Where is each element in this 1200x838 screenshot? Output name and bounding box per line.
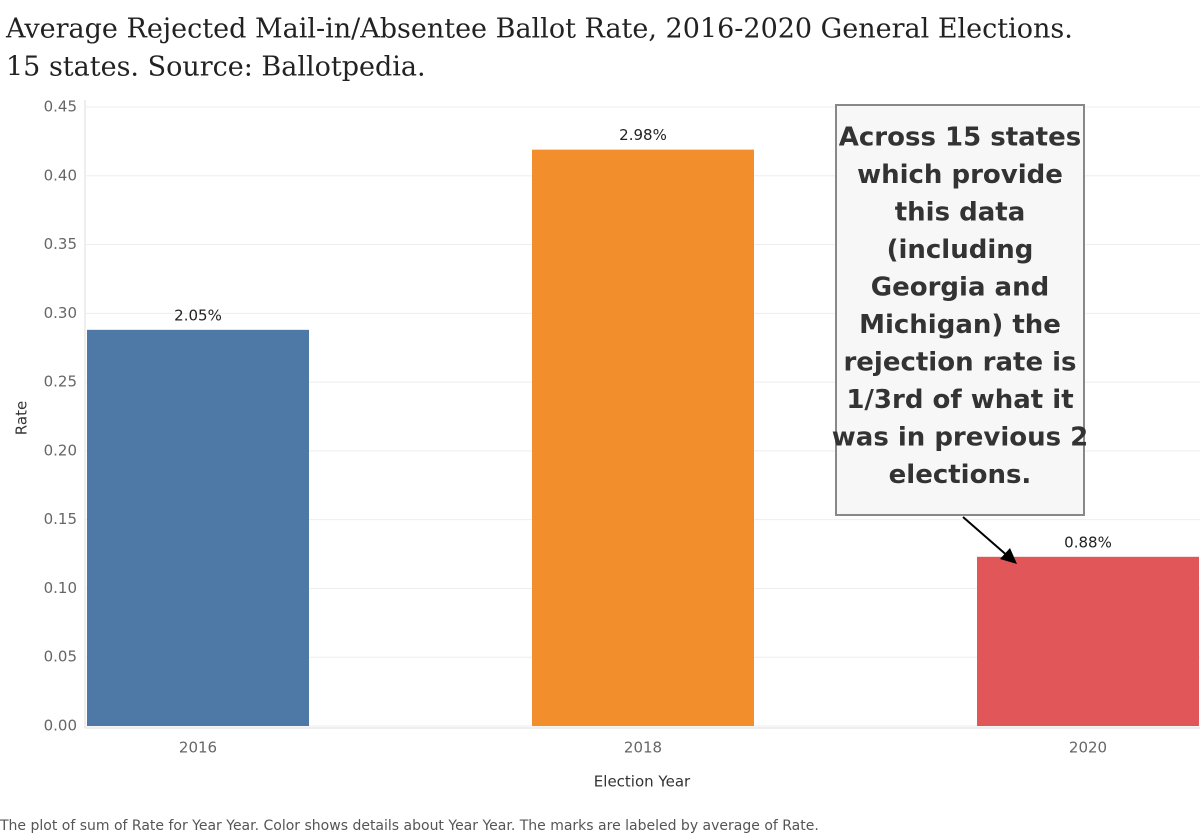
- bar-label: 0.88%: [1064, 533, 1112, 551]
- annotation-text: rejection rate is: [843, 348, 1076, 378]
- annotation-text: which provide: [857, 160, 1063, 190]
- footer: The plot of sum of Rate for Year Year. C…: [0, 818, 819, 834]
- y-tick-label: 0.45: [44, 98, 77, 116]
- x-tick-label: 2016: [179, 739, 217, 757]
- annotation-text: Georgia and: [871, 273, 1049, 303]
- annotation-arrow: [962, 516, 1011, 559]
- annotation-arrowhead: [1000, 548, 1017, 564]
- y-tick-label: 0.40: [44, 166, 77, 184]
- x-tick-label: 2018: [624, 739, 662, 757]
- annotation-text: this data: [895, 198, 1026, 228]
- bar: [977, 556, 1199, 726]
- y-tick-label: 0.00: [44, 717, 77, 735]
- annotation-text: 1/3rd of what it: [846, 385, 1073, 415]
- y-tick-label: 0.05: [44, 648, 77, 666]
- x-tick-label: 2020: [1069, 739, 1107, 757]
- chart-title: 15 states. Source: Ballotpedia.: [6, 52, 426, 83]
- y-tick-label: 0.30: [44, 304, 77, 322]
- annotation-text: was in previous 2: [832, 423, 1088, 453]
- bar: [532, 149, 754, 727]
- y-tick-label: 0.15: [44, 510, 77, 528]
- annotation-text: (including: [887, 235, 1034, 265]
- annotation-text: Across 15 states: [839, 123, 1081, 153]
- bar: [87, 329, 309, 726]
- y-tick-label: 0.25: [44, 373, 77, 391]
- annotation-text: Michigan) the: [859, 310, 1061, 340]
- annotation-box: [835, 104, 1085, 516]
- y-tick-label: 0.10: [44, 579, 77, 597]
- bar-label: 2.98%: [619, 126, 667, 144]
- y-tick-label: 0.35: [44, 235, 77, 253]
- y-axis-label: Rate: [13, 401, 31, 435]
- y-tick-label: 0.20: [44, 441, 77, 459]
- annotation-text: elections.: [889, 460, 1032, 490]
- chart-title: Average Rejected Mail-in/Absentee Ballot…: [5, 14, 1073, 45]
- x-axis-label: Election Year: [594, 773, 691, 791]
- bar-label: 2.05%: [174, 306, 222, 324]
